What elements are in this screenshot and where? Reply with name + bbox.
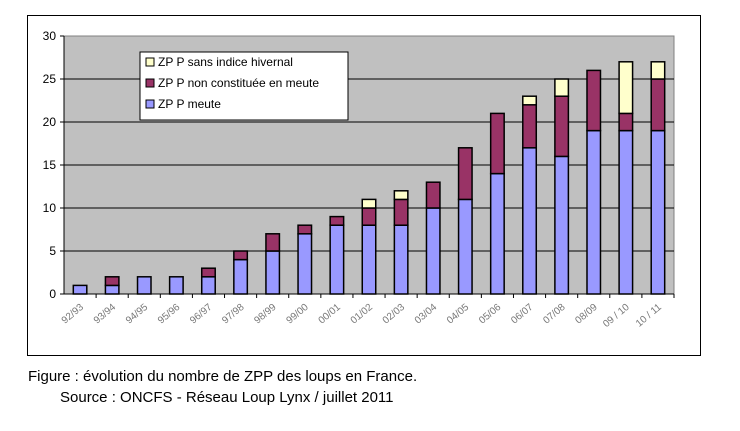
bar-segment xyxy=(554,78,570,97)
bar-segment xyxy=(361,207,377,226)
y-tick-label: 0 xyxy=(49,287,56,301)
bar-segment xyxy=(361,224,377,295)
bar-segment xyxy=(72,284,88,295)
bar-segment xyxy=(457,147,473,201)
bar-segment xyxy=(393,224,409,295)
bar-segment xyxy=(104,284,120,295)
bar-segment xyxy=(361,198,377,209)
bar-segment xyxy=(650,61,666,80)
bar-segment xyxy=(329,224,345,295)
legend-label: ZP P meute xyxy=(158,97,221,111)
bar-segment xyxy=(393,198,409,226)
x-tick-label: 10 / 11 xyxy=(634,302,664,330)
bar-segment xyxy=(425,181,441,209)
bar-segment xyxy=(554,155,570,295)
bar-segment xyxy=(329,215,345,226)
bar-segment xyxy=(233,250,249,261)
source-caption: Source : ONCFS - Réseau Loup Lynx / juil… xyxy=(60,389,394,406)
y-tick-label: 30 xyxy=(43,29,57,43)
x-tick-label: 95/96 xyxy=(156,302,183,327)
x-tick-label: 04/05 xyxy=(445,302,472,327)
y-tick-label: 25 xyxy=(43,72,57,86)
x-tick-label: 09 / 10 xyxy=(601,302,632,330)
bar-segment xyxy=(618,112,634,132)
bar-segment xyxy=(233,258,249,295)
x-tick-label: 06/07 xyxy=(509,302,536,327)
legend xyxy=(139,51,349,121)
bar-segment xyxy=(200,276,216,295)
legend-swatch xyxy=(145,78,155,88)
bar-segment xyxy=(489,172,505,295)
legend-swatch xyxy=(145,99,155,109)
bar-segment xyxy=(297,233,313,295)
x-tick-label: 93/94 xyxy=(92,302,119,327)
bar-segment xyxy=(586,129,602,295)
legend-label: ZP P sans indice hivernal xyxy=(158,55,293,69)
bar-segment xyxy=(136,276,152,295)
bar-segment xyxy=(297,224,313,235)
bar-segment xyxy=(265,250,281,295)
x-tick-label: 92/93 xyxy=(60,302,87,327)
x-tick-label: 08/09 xyxy=(573,302,600,327)
bar-segment xyxy=(618,61,634,115)
x-tick-label: 99/00 xyxy=(284,302,311,327)
bar-segment xyxy=(650,78,666,132)
bar-segment xyxy=(104,276,120,287)
legend-label: ZP P non constituée en meute xyxy=(158,76,319,90)
bar-segment xyxy=(265,233,281,252)
bar-segment xyxy=(522,95,538,106)
bar-segment xyxy=(457,198,473,295)
x-tick-label: 97/98 xyxy=(220,302,247,327)
bar-segment xyxy=(618,129,634,295)
bar-segment xyxy=(522,104,538,149)
figure-caption: Figure : évolution du nombre de ZPP des … xyxy=(28,368,418,385)
y-tick-label: 15 xyxy=(43,158,57,172)
x-tick-label: 03/04 xyxy=(413,302,440,327)
bar-segment xyxy=(522,147,538,295)
bar-segment xyxy=(586,69,602,132)
y-tick-label: 20 xyxy=(43,115,57,129)
bar-segment xyxy=(200,267,216,278)
x-tick-label: 01/02 xyxy=(349,302,376,327)
bar-segment xyxy=(650,129,666,295)
x-tick-label: 05/06 xyxy=(477,302,504,327)
x-tick-label: 94/95 xyxy=(124,302,151,327)
x-tick-label: 02/03 xyxy=(381,302,408,327)
bar-segment xyxy=(393,190,409,201)
bar-segment xyxy=(425,207,441,295)
chart-frame xyxy=(27,15,701,356)
x-tick-label: 07/08 xyxy=(541,302,568,327)
bar-segment xyxy=(554,95,570,158)
legend-swatch xyxy=(145,57,155,67)
bar-segment xyxy=(168,276,184,295)
x-tick-label: 98/99 xyxy=(252,302,279,327)
bar-segment xyxy=(489,112,505,175)
x-tick-label: 00/01 xyxy=(317,302,344,327)
y-tick-label: 10 xyxy=(43,201,57,215)
x-tick-label: 96/97 xyxy=(188,302,215,327)
y-tick-label: 5 xyxy=(49,244,56,258)
